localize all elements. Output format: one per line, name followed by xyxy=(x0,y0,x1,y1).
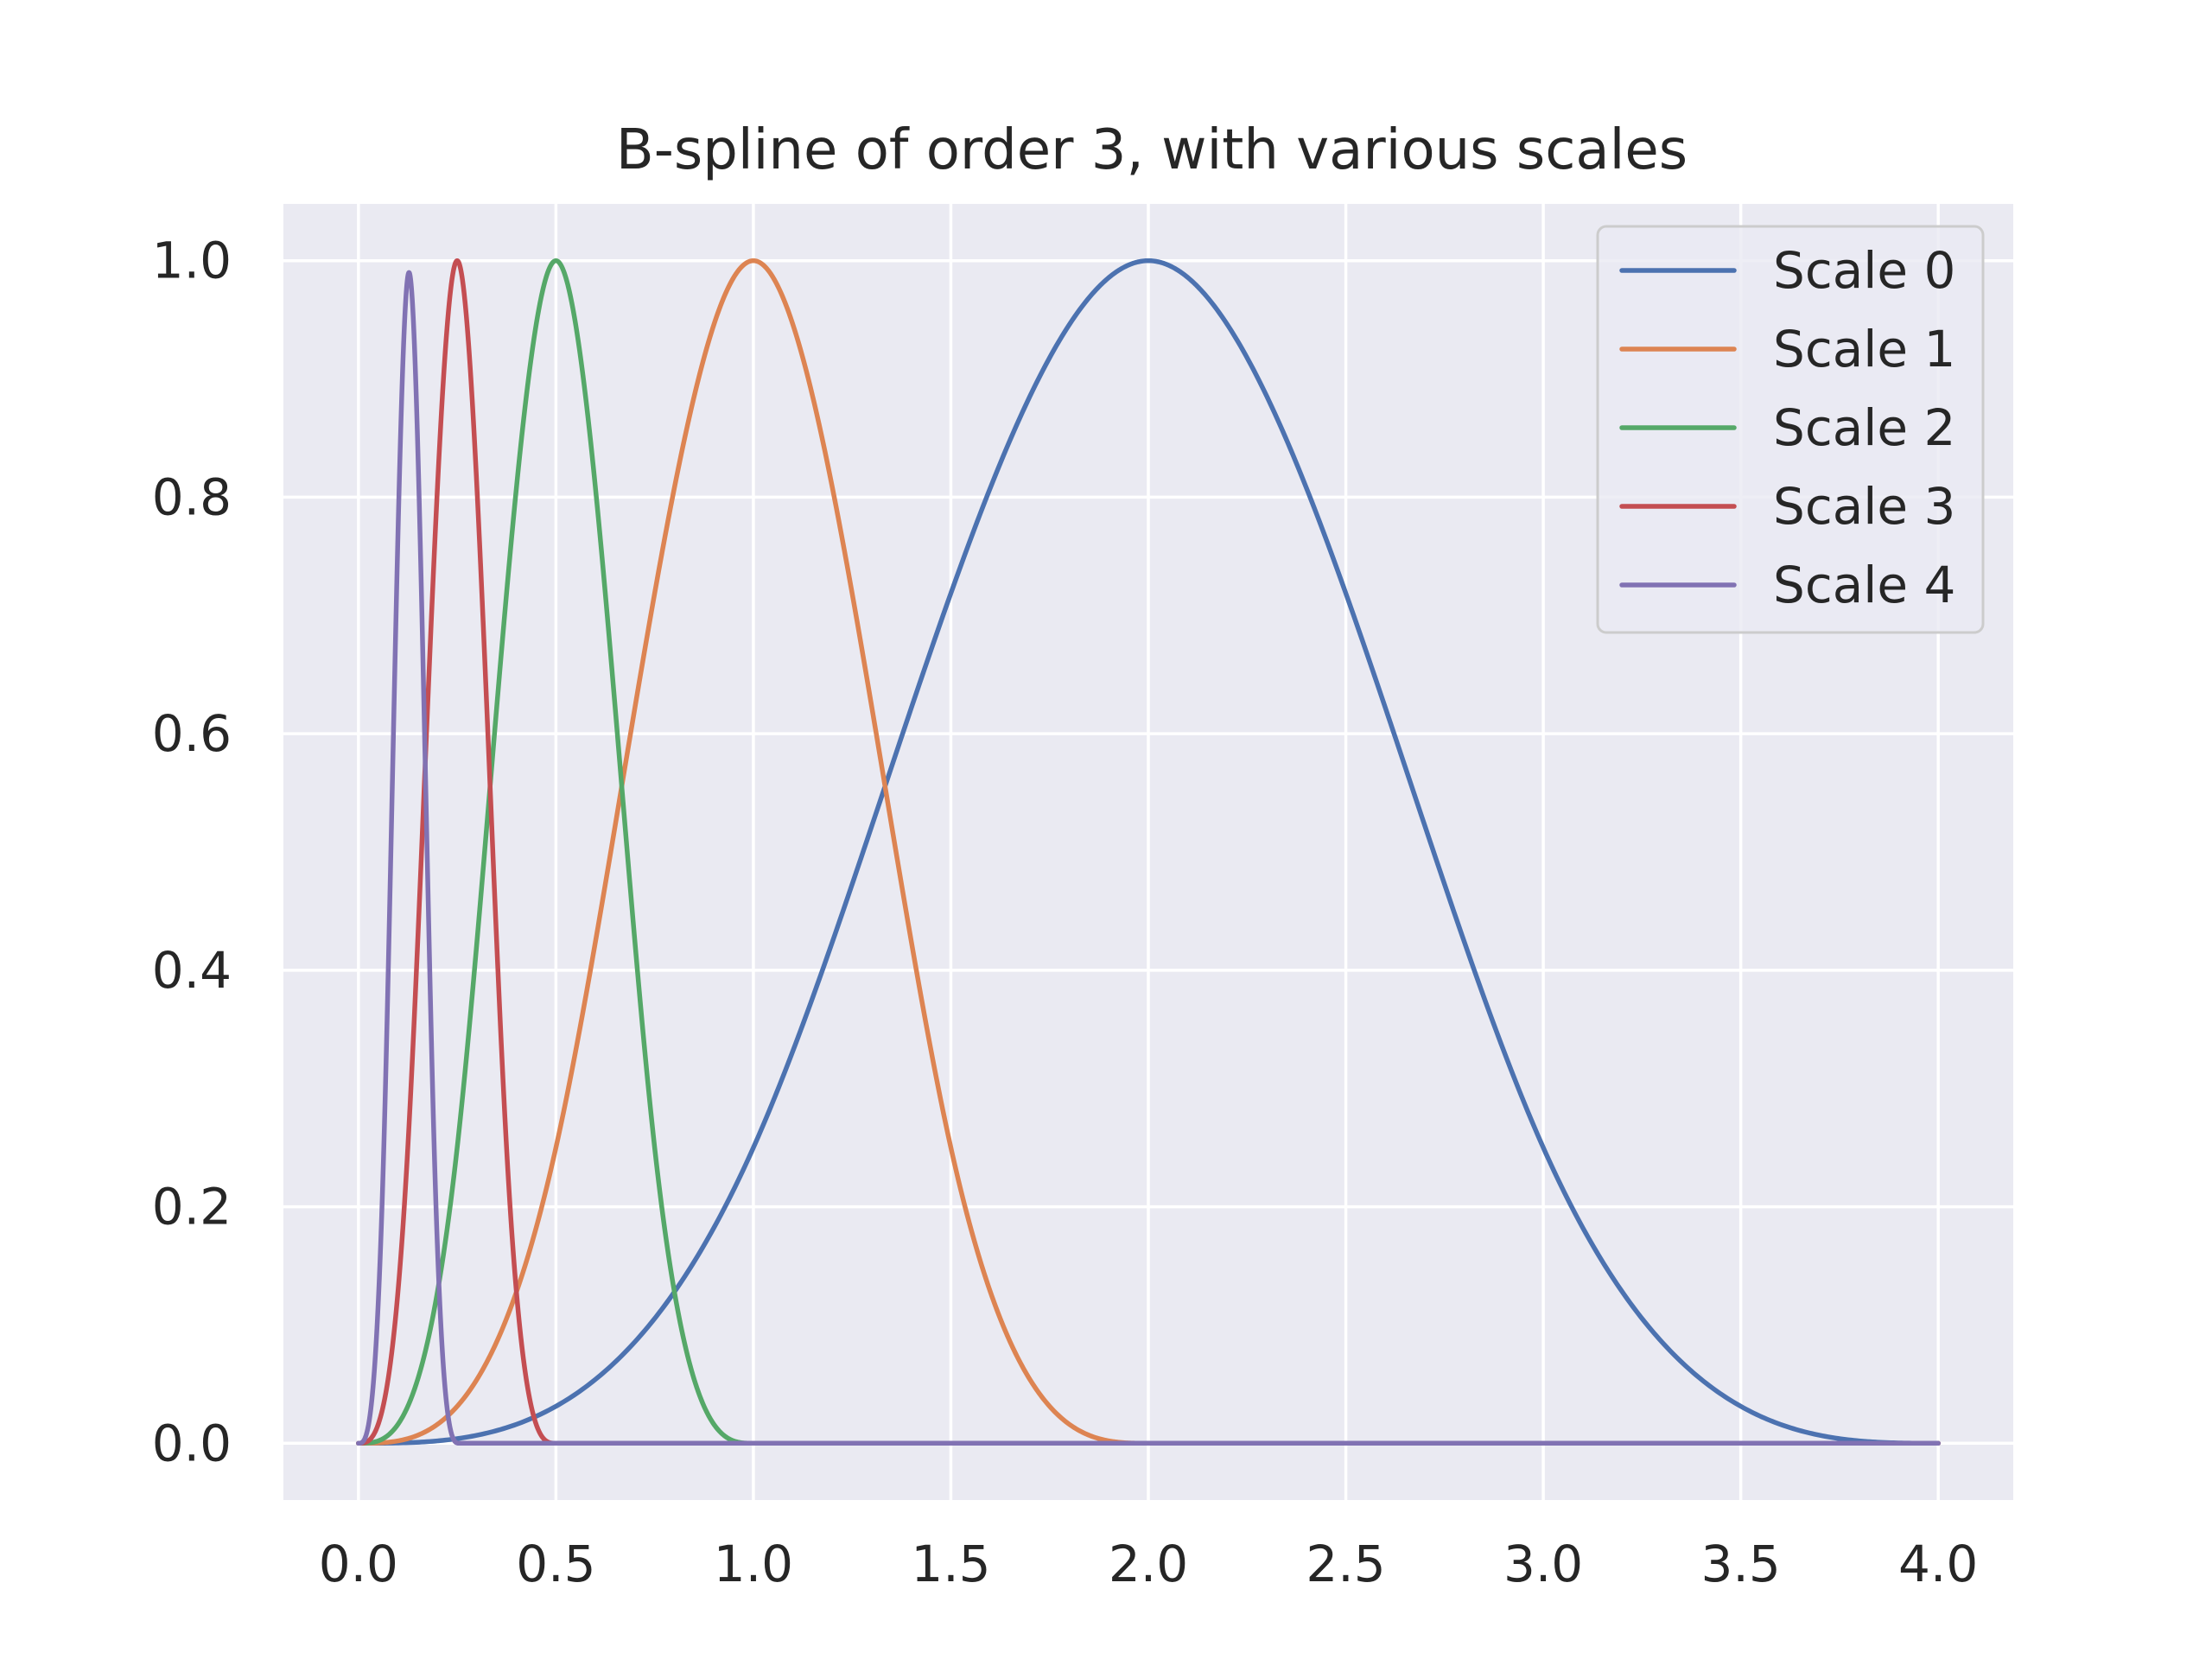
y-tick-label-1: 0.2 xyxy=(152,1178,232,1236)
legend-label-4: Scale 4 xyxy=(1773,556,1955,614)
x-tick-label-0: 0.0 xyxy=(319,1535,398,1593)
x-tick-label-8: 4.0 xyxy=(1898,1535,1978,1593)
legend-label-3: Scale 3 xyxy=(1773,477,1955,536)
x-tick-label-4: 2.0 xyxy=(1109,1535,1188,1593)
series-lines xyxy=(356,257,1941,1446)
grid-lines xyxy=(283,204,2013,1500)
y-tick-label-5: 1.0 xyxy=(152,232,232,290)
series-line-scale-3 xyxy=(356,257,1941,1446)
legend-items: Scale 0 Scale 1 Scale 2 Scale 3 Scale 4 xyxy=(1619,241,1955,614)
legend-box xyxy=(1596,225,1985,634)
series-line-scale-1 xyxy=(356,257,1941,1446)
legend-label-2: Scale 2 xyxy=(1773,398,1955,457)
y-tick-label-2: 0.4 xyxy=(152,941,232,1000)
x-tick-label-3: 1.5 xyxy=(911,1535,990,1593)
x-tick-label-7: 3.5 xyxy=(1700,1535,1780,1593)
legend: Scale 0 Scale 1 Scale 2 Scale 3 Scale 4 xyxy=(1596,225,1985,634)
y-tick-label-0: 0.0 xyxy=(152,1414,232,1472)
legend-label-0: Scale 0 xyxy=(1773,241,1955,300)
x-tick-label-6: 3.0 xyxy=(1503,1535,1583,1593)
series-line-scale-2 xyxy=(356,257,1941,1446)
x-tick-label-5: 2.5 xyxy=(1306,1535,1385,1593)
chart-title: B-spline of order 3, with various scales xyxy=(616,118,1688,182)
y-tick-label-4: 0.8 xyxy=(152,467,232,526)
series-line-scale-0 xyxy=(356,257,1941,1446)
series-line-scale-4 xyxy=(356,270,1941,1446)
y-tick-labels: 0.0 0.2 0.4 0.6 0.8 1.0 xyxy=(152,232,232,1473)
x-tick-label-1: 0.5 xyxy=(516,1535,595,1593)
legend-label-1: Scale 1 xyxy=(1773,320,1955,378)
x-tick-labels: 0.0 0.5 1.0 1.5 2.0 2.5 3.0 3.5 4.0 xyxy=(319,1535,1979,1593)
y-tick-label-3: 0.6 xyxy=(152,704,232,763)
x-tick-label-2: 1.0 xyxy=(714,1535,793,1593)
